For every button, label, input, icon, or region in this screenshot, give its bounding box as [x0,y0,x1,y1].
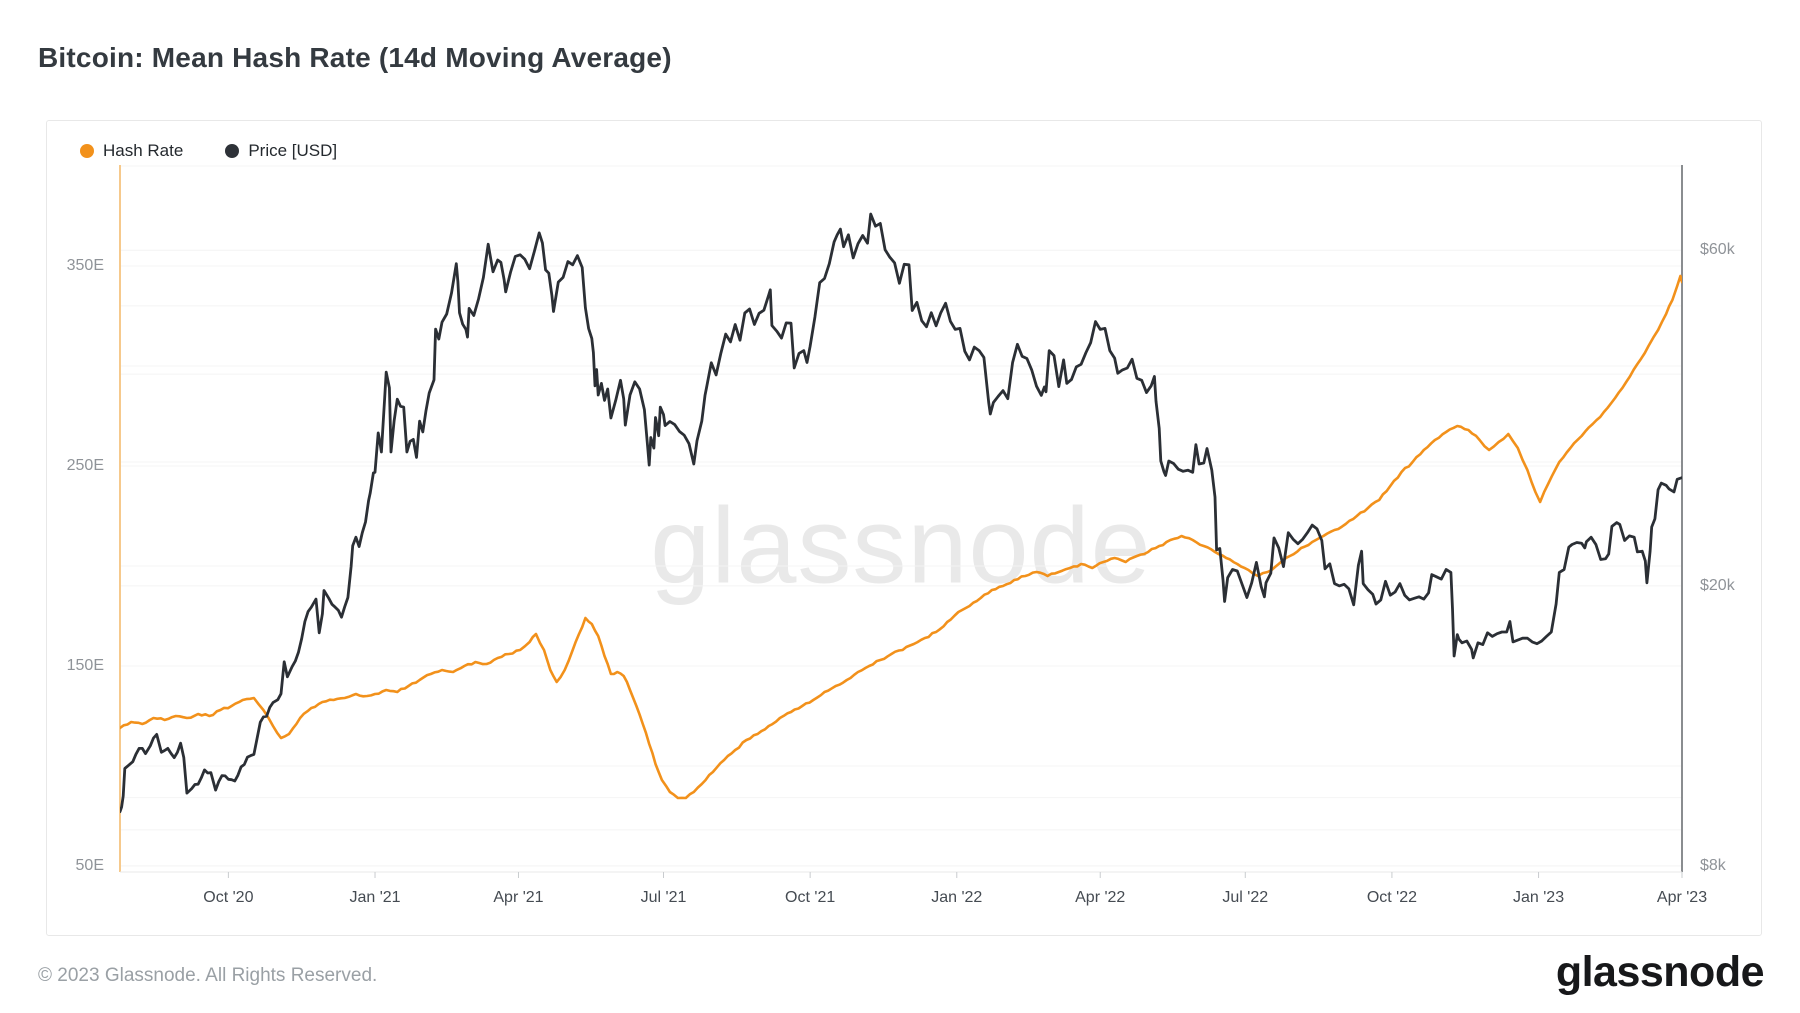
x-tick-Apr '22: Apr '22 [1075,889,1126,906]
x-tick-Jul '22: Jul '22 [1222,889,1269,906]
x-tick-Jan '23: Jan '23 [1513,889,1565,906]
y-right-tick-$20k: $20k [1700,576,1735,594]
x-tick-Apr '21: Apr '21 [493,889,544,906]
chart-legend: Hash Rate Price [USD] [80,141,337,161]
x-tick-Jan '21: Jan '21 [349,889,401,906]
price-legend-dot-icon [225,144,240,158]
x-tick-Oct '21: Oct '21 [785,889,836,906]
copyright-text: © 2023 Glassnode. All Rights Reserved. [38,965,378,986]
y-left-tick-250E: 250E [66,457,104,474]
hash-rate-legend-dot-icon [80,144,94,158]
y-left-tick-50E: 50E [75,857,104,874]
legend-label-price: Price [USD] [248,141,338,160]
y-left-tick-350E: 350E [66,257,104,274]
legend-label-hash-rate: Hash Rate [103,141,184,160]
x-tick-Apr '23: Apr '23 [1656,889,1708,906]
x-tick-Jan '22: Jan '22 [931,889,983,906]
legend-item-hash-rate[interactable]: Hash Rate [80,141,183,161]
plot-area[interactable] [120,165,1682,872]
glassnode-logo: glassnode [1555,948,1765,996]
legend-item-price[interactable]: Price [USD] [225,141,337,161]
x-tick-Oct '20: Oct '20 [203,889,254,906]
y-left-tick-150E: 150E [66,657,104,674]
y-right-tick-$60k: $60k [1700,241,1735,259]
x-tick-Oct '22: Oct '22 [1366,889,1417,906]
page-title: Bitcoin: Mean Hash Rate (14d Moving Aver… [38,42,672,73]
x-tick-Jul '21: Jul '21 [640,889,687,906]
y-right-tick-$8k: $8k [1700,856,1726,874]
